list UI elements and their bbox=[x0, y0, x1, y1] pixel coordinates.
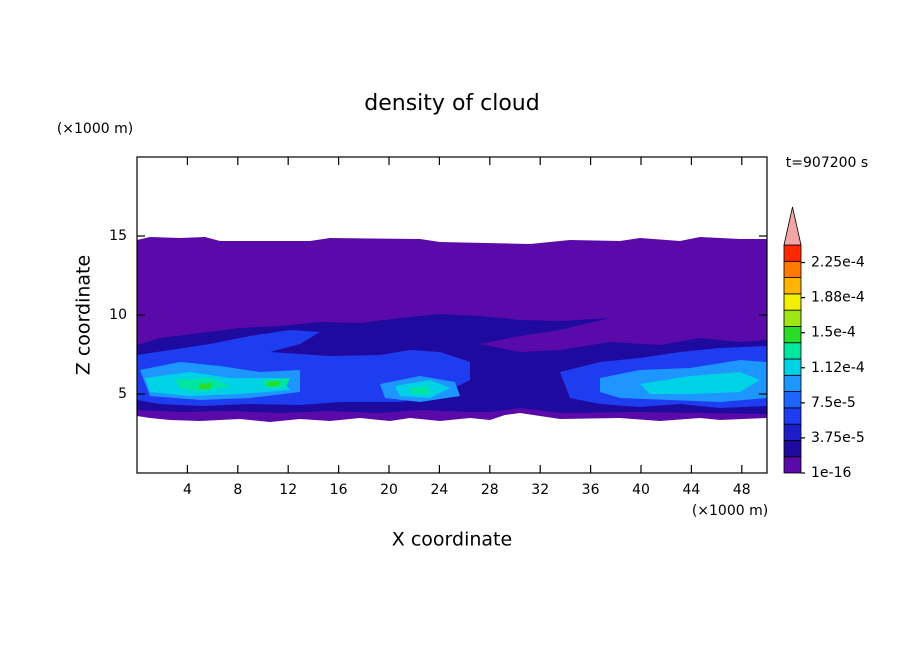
colorbar-band bbox=[783, 244, 802, 262]
colorbar-band bbox=[783, 358, 802, 376]
x-tick-label: 8 bbox=[233, 482, 242, 498]
time-annotation: t=907200 s bbox=[786, 155, 868, 171]
colorbar-tick-label: 1e-16 bbox=[811, 465, 851, 481]
colorbar-band bbox=[783, 309, 802, 327]
y-unit: (×1000 m) bbox=[57, 121, 133, 137]
colorbar-band bbox=[783, 342, 802, 360]
y-axis-title: Z coordinate bbox=[73, 255, 95, 375]
contour-field bbox=[137, 237, 767, 422]
contour-region bbox=[200, 381, 280, 389]
colorbar-band bbox=[783, 374, 802, 392]
x-tick-label: 12 bbox=[279, 482, 297, 498]
colorbar-tick-label: 7.5e-5 bbox=[811, 395, 856, 411]
x-tick-label: 32 bbox=[531, 482, 549, 498]
colorbar-band bbox=[783, 326, 802, 344]
x-tick-label: 4 bbox=[183, 482, 192, 498]
chart-title: density of cloud bbox=[364, 91, 539, 116]
colorbar-band bbox=[783, 260, 802, 278]
colorbar-band bbox=[783, 277, 802, 295]
colorbar-band bbox=[783, 423, 802, 441]
contour-region bbox=[140, 360, 767, 402]
y-tick-label: 10 bbox=[109, 307, 127, 323]
x-tick-label: 48 bbox=[733, 482, 751, 498]
colorbar-tick-label: 1.88e-4 bbox=[811, 290, 865, 306]
x-tick-label: 24 bbox=[430, 482, 448, 498]
x-tick-label: 20 bbox=[380, 482, 398, 498]
contour-region bbox=[175, 378, 430, 394]
colorbar-band bbox=[783, 456, 802, 474]
x-tick-label: 16 bbox=[330, 482, 348, 498]
colorbar-tick-label: 3.75e-5 bbox=[811, 430, 865, 446]
y-tick-label: 15 bbox=[109, 228, 127, 244]
x-tick-label: 44 bbox=[682, 482, 700, 498]
colorbar-band bbox=[783, 407, 802, 425]
x-tick-label: 36 bbox=[582, 482, 600, 498]
colorbar-tick-label: 2.25e-4 bbox=[811, 255, 865, 271]
colorbar-extend bbox=[783, 206, 802, 246]
x-tick-label: 28 bbox=[481, 482, 499, 498]
colorbar-tick-label: 1.12e-4 bbox=[811, 360, 865, 376]
colorbar-band bbox=[783, 440, 802, 458]
colorbar-band bbox=[783, 293, 802, 311]
colorbar-tick-label: 1.5e-4 bbox=[811, 325, 856, 341]
x-axis-title: X coordinate bbox=[392, 529, 512, 551]
x-unit: (×1000 m) bbox=[692, 503, 768, 519]
colorbar-band bbox=[783, 391, 802, 409]
x-tick-label: 40 bbox=[632, 482, 650, 498]
y-tick-label: 5 bbox=[118, 386, 127, 402]
